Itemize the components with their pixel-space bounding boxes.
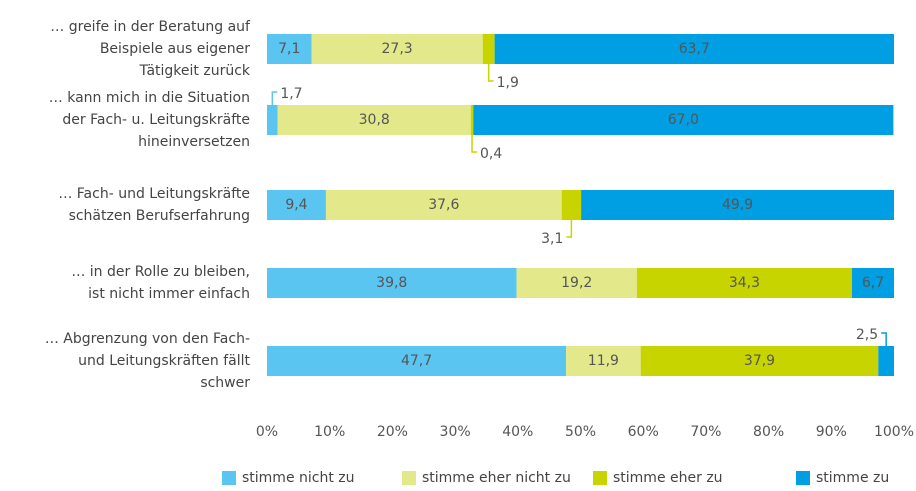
value-label: 37,9: [744, 353, 775, 369]
value-label: 3,1: [541, 231, 563, 247]
bar-segment: [482, 34, 495, 64]
legend-label: stimme eher nicht zu: [422, 470, 571, 486]
legend-label: stimme eher zu: [613, 470, 723, 486]
legend-label: stimme nicht zu: [242, 470, 355, 486]
value-label: 19,2: [561, 275, 592, 291]
bar-segment: [636, 268, 852, 298]
value-label: 1,9: [497, 75, 519, 91]
value-label: 2,5: [856, 327, 878, 343]
bar-segment: [267, 105, 278, 135]
x-tick-label: 60%: [628, 424, 659, 440]
x-tick-label: 10%: [314, 424, 345, 440]
bar-segment: [581, 190, 894, 220]
value-label: 1,7: [280, 86, 302, 102]
bar-segment: [470, 105, 474, 135]
category-label: … Abgrenzung von den Fach- und Leitungsk…: [44, 331, 250, 391]
value-label: 0,4: [480, 146, 502, 162]
value-label: 67,0: [668, 112, 699, 128]
value-label: 11,9: [588, 353, 619, 369]
bar-segment: [267, 34, 312, 64]
value-label: 9,4: [285, 197, 307, 213]
category-label: … in der Rolle zu bleiben, ist nicht imm…: [71, 264, 250, 302]
x-tick-label: 90%: [816, 424, 847, 440]
callout-line: [271, 91, 278, 105]
category-label: … greife in der Beratung auf Beispiele a…: [50, 19, 250, 79]
legend-item: stimme eher zu: [593, 470, 723, 486]
bar-segment: [277, 105, 471, 135]
bar-segment: [494, 34, 894, 64]
bar-segment: [516, 268, 637, 298]
legend-label: stimme zu: [816, 470, 890, 486]
bar-segment: [878, 346, 894, 376]
x-tick-label: 80%: [753, 424, 784, 440]
bar-segment: [640, 346, 879, 376]
x-tick-label: 0%: [256, 424, 278, 440]
bar-segment: [851, 268, 894, 298]
x-tick-label: 50%: [565, 424, 596, 440]
bar-segment: [311, 34, 483, 64]
bar-segment: [473, 105, 894, 135]
x-tick-label: 100%: [874, 424, 914, 440]
bar-segment: [325, 190, 562, 220]
bar-segment: [561, 190, 582, 220]
value-label: 7,1: [278, 41, 300, 57]
bar-segment: [267, 190, 326, 220]
category-label: … kann mich in die Situation der Fach- u…: [48, 90, 250, 150]
x-tick-label: 40%: [502, 424, 533, 440]
x-tick-label: 70%: [690, 424, 721, 440]
bar-segment: [566, 346, 641, 376]
value-label: 30,8: [359, 112, 390, 128]
callout-line: [471, 135, 478, 153]
callout-line: [881, 332, 887, 346]
value-label: 34,3: [729, 275, 760, 291]
callout-line: [566, 220, 573, 238]
value-label: 47,7: [401, 353, 432, 369]
callout-line: [487, 64, 494, 82]
legend-item: stimme zu: [796, 470, 889, 486]
legend-swatch: [796, 471, 810, 485]
value-label: 39,8: [376, 275, 407, 291]
value-label: 37,6: [428, 197, 459, 213]
value-label: 6,7: [862, 275, 884, 291]
legend-item: stimme nicht zu: [222, 470, 355, 486]
legend-swatch: [402, 471, 416, 485]
category-label: … Fach- und Leitungskräfte schätzen Beru…: [58, 186, 250, 224]
legend-swatch: [593, 471, 607, 485]
x-tick-label: 30%: [440, 424, 471, 440]
legend-swatch: [222, 471, 236, 485]
value-label: 63,7: [679, 41, 710, 57]
x-tick-label: 20%: [377, 424, 408, 440]
bar-segment: [267, 346, 567, 376]
bar-segment: [267, 268, 517, 298]
value-label: 49,9: [722, 197, 753, 213]
value-label: 27,3: [382, 41, 413, 57]
legend-item: stimme eher nicht zu: [402, 470, 571, 486]
